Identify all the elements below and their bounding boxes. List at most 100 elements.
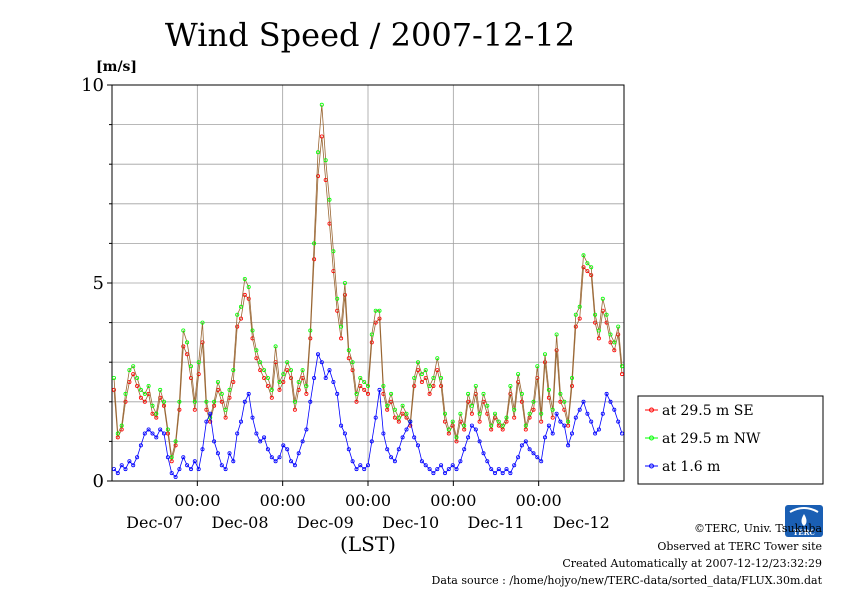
data-point: [400, 403, 405, 408]
data-point: [254, 356, 259, 361]
data-point: [596, 336, 601, 341]
data-point: [519, 399, 524, 404]
data-point: [150, 411, 155, 416]
data-point: [481, 451, 486, 456]
data-point: [381, 383, 386, 388]
data-point: [231, 459, 236, 464]
data-point: [238, 304, 243, 309]
data-point: [535, 364, 540, 369]
data-point: [231, 379, 236, 384]
data-point: [204, 419, 209, 424]
data-point: [277, 387, 282, 392]
data-point: [435, 356, 440, 361]
data-point: [262, 375, 267, 380]
data-point: [154, 435, 159, 440]
data-point: [215, 379, 220, 384]
data-point: [531, 399, 536, 404]
data-point: [450, 463, 455, 468]
data-point: [254, 348, 259, 353]
data-point: [215, 451, 220, 456]
terc-logo: TERC: [785, 505, 823, 537]
data-point: [570, 431, 575, 436]
data-point: [589, 273, 594, 278]
data-point: [238, 316, 243, 321]
data-point: [385, 447, 390, 452]
data-point: [604, 391, 609, 396]
data-point: [319, 102, 324, 107]
data-point: [512, 463, 517, 468]
data-point: [489, 423, 494, 428]
x-axis-ticks: 00:00 00:00 00:00 00:00 00:00 Dec-07 Dec-08 Dec…: [126, 481, 610, 532]
series-line: [113, 104, 623, 458]
data-point: [431, 383, 436, 388]
data-point: [165, 427, 170, 432]
data-point: [412, 375, 417, 380]
data-point: [435, 467, 440, 472]
legend-label-low: at 1.6 m: [662, 459, 720, 475]
data-point: [400, 435, 405, 440]
data-point: [146, 383, 151, 388]
data-point: [435, 368, 440, 373]
data-point: [589, 265, 594, 270]
data-point: [581, 399, 586, 404]
data-point: [177, 407, 182, 412]
y-tick-label: 5: [93, 273, 104, 294]
data-point: [415, 443, 420, 448]
data-point: [119, 423, 124, 428]
data-point: [554, 332, 559, 337]
data-point: [408, 419, 413, 424]
data-point: [177, 467, 182, 472]
data-point: [308, 399, 313, 404]
data-point: [531, 407, 536, 412]
data-point: [223, 467, 228, 472]
x-tick-time-label: 00:00: [174, 491, 220, 510]
x-day-label: Dec-07: [126, 513, 183, 532]
y-axis-ticks: 0 5 10: [81, 75, 112, 492]
data-point: [466, 435, 471, 440]
data-point: [312, 241, 317, 246]
data-point: [304, 383, 309, 388]
data-point: [123, 467, 128, 472]
data-point: [608, 399, 613, 404]
data-point: [562, 399, 567, 404]
data-point: [589, 419, 594, 424]
data-point: [469, 423, 474, 428]
data-point: [142, 391, 147, 396]
legend-marker-nw: [649, 435, 654, 441]
data-point: [439, 463, 444, 468]
data-point: [554, 348, 559, 353]
data-point: [396, 419, 401, 424]
data-point: [543, 435, 548, 440]
data-point: [319, 134, 324, 139]
data-point: [212, 439, 217, 444]
data-point: [242, 292, 247, 297]
data-point: [281, 443, 286, 448]
data-point: [196, 467, 201, 472]
data-point: [161, 431, 166, 436]
data-point: [265, 383, 270, 388]
data-point: [523, 427, 528, 432]
x-tick-time-label: 00:00: [345, 491, 391, 510]
legend-label-nw: at 29.5 m NW: [662, 431, 761, 447]
data-point: [112, 467, 117, 472]
data-point: [235, 312, 240, 317]
data-point: [596, 427, 601, 432]
data-point: [181, 455, 186, 460]
data-point: [369, 439, 374, 444]
data-point: [308, 336, 313, 341]
data-point: [485, 459, 490, 464]
data-point: [300, 439, 305, 444]
data-point: [265, 447, 270, 452]
data-point: [288, 368, 293, 373]
data-point: [258, 360, 263, 365]
data-point: [181, 328, 186, 333]
data-point: [281, 372, 286, 377]
data-point: [296, 451, 301, 456]
data-point: [492, 411, 497, 416]
data-point: [473, 427, 478, 432]
data-point: [381, 431, 386, 436]
data-point: [323, 375, 328, 380]
data-point: [489, 427, 494, 432]
data-point: [323, 158, 328, 163]
